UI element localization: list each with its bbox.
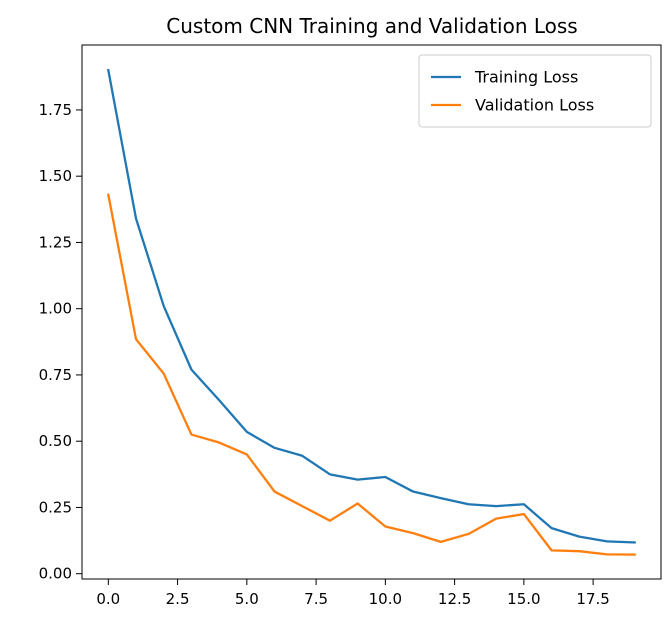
chart-title: Custom CNN Training and Validation Loss [166,14,577,38]
training-loss-point [578,536,580,538]
y-axis: 0.00 0.25 0.50 0.75 1.00 1.25 1.50 1.75 [39,101,82,583]
training-loss-point [495,505,497,507]
validation-loss-point [301,505,303,507]
validation-loss-point [218,442,220,444]
validation-loss-point [163,373,165,375]
validation-loss-point [412,532,414,534]
plot-frame [81,44,662,580]
training-loss-point [190,369,192,371]
training-loss-point [218,399,220,401]
training-loss-point [467,503,469,505]
training-loss-point [329,473,331,475]
y-tick-label: 0.25 [39,498,72,516]
validation-loss-point [135,338,137,340]
validation-loss-point [190,434,192,436]
validation-loss-point [440,541,442,543]
training-loss-line [106,68,636,544]
training-loss-point [412,491,414,493]
validation-loss-point [107,194,109,196]
validation-loss-point [357,502,359,504]
y-tick-label: 1.75 [39,101,72,119]
legend-label-validation-loss: Validation Loss [475,96,594,115]
legend: Training Loss Validation Loss [418,54,652,128]
training-loss-point [634,541,636,543]
validation-loss-point [384,526,386,528]
validation-loss-point [634,554,636,556]
x-tick-label: 15.0 [507,590,540,608]
plot-content [106,68,636,556]
x-tick-label: 2.5 [166,590,190,608]
training-loss-point [301,455,303,457]
training-loss-point [384,476,386,478]
x-tick-label: 10.0 [369,590,402,608]
x-tick-label: 12.5 [438,590,471,608]
validation-loss-point [274,491,276,493]
training-loss-point [551,527,553,529]
validation-loss-point [606,553,608,555]
legend-box [418,54,652,128]
validation-loss-point [495,518,497,520]
validation-loss-point [329,520,331,522]
validation-loss-point [523,513,525,515]
x-tick-label: 7.5 [304,590,328,608]
legend-label-training-loss: Training Loss [474,68,578,87]
x-axis: 0.0 2.5 5.0 7.5 10.0 12.5 15.0 17.5 [96,579,610,608]
y-tick-label: 1.25 [39,233,72,251]
training-loss-point [107,69,109,71]
x-tick-label: 0.0 [96,590,120,608]
training-loss-point [357,479,359,481]
training-loss-point [246,431,248,433]
training-loss-point [163,305,165,307]
validation-loss-point [578,550,580,552]
validation-loss-point [551,549,553,551]
x-tick-label: 5.0 [235,590,259,608]
y-tick-label: 1.50 [39,167,72,185]
validation-loss-point [246,453,248,455]
validation-loss-point [467,533,469,535]
validation-loss-line [106,193,636,556]
training-loss-point [274,447,276,449]
training-loss-point [135,218,137,220]
training-loss-point [606,540,608,542]
y-tick-label: 0.50 [39,432,72,450]
y-tick-label: 0.75 [39,366,72,384]
x-tick-label: 17.5 [576,590,609,608]
y-tick-label: 0.00 [39,565,72,583]
training-loss-point [523,503,525,505]
y-tick-label: 1.00 [39,300,72,318]
training-loss-point [440,497,442,499]
